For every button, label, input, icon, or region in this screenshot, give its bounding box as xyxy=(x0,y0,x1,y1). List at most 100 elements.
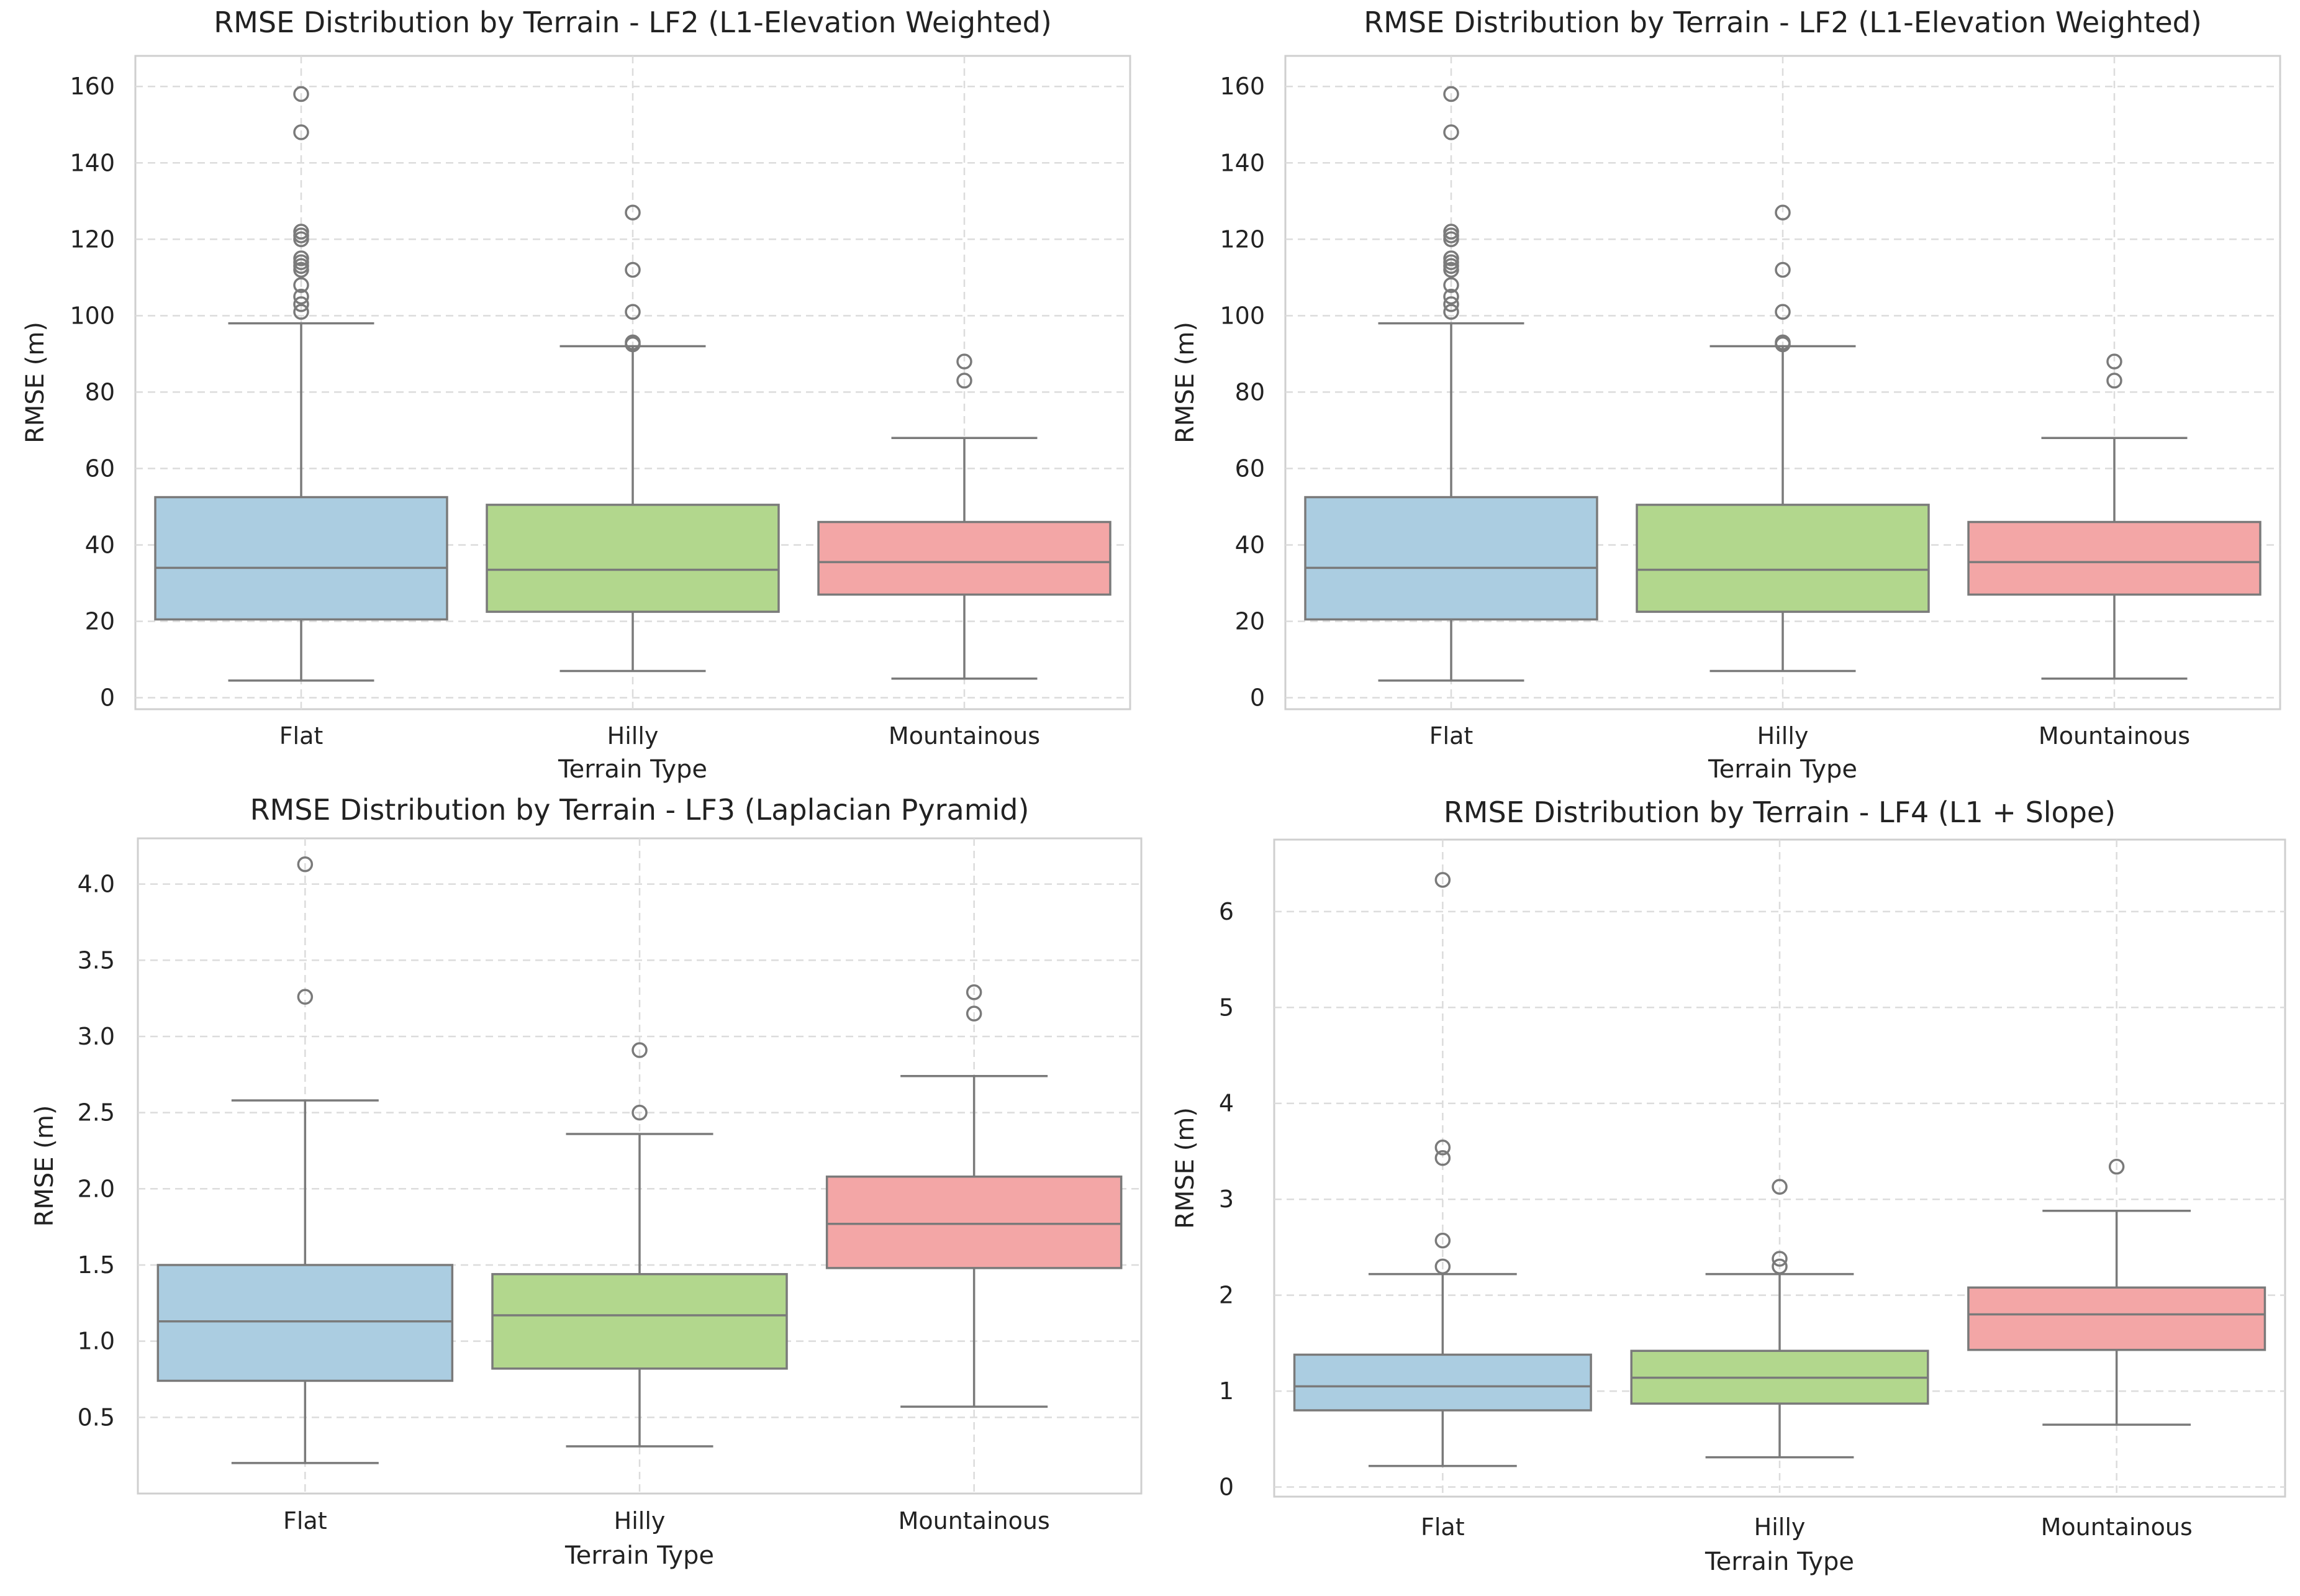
x-tick-label: Flat xyxy=(279,722,324,750)
box-flat xyxy=(156,1264,454,1382)
chart-title: RMSE Distribution by Terrain - LF3 (Lapl… xyxy=(250,793,1030,827)
y-tick-label: 160 xyxy=(1220,73,1265,100)
outlier-point xyxy=(1775,204,1791,220)
y-tick-label: 140 xyxy=(70,149,115,176)
y-axis-label: RMSE (m) xyxy=(1171,1107,1200,1229)
outlier-point xyxy=(632,1104,648,1121)
outlier-point xyxy=(1443,288,1459,305)
outlier-point xyxy=(1443,86,1459,102)
outlier-point xyxy=(293,250,309,266)
outlier-point xyxy=(1775,261,1791,278)
outlier-point xyxy=(1443,250,1459,266)
y-tick-label: 3.5 xyxy=(78,946,115,974)
y-tick-label: 3.0 xyxy=(78,1023,115,1050)
outlier-point xyxy=(293,304,309,320)
outlier-point xyxy=(625,334,641,351)
chart-title: RMSE Distribution by Terrain - LF2 (L1-E… xyxy=(1364,6,2202,39)
y-tick-label: 4.0 xyxy=(78,871,115,898)
outlier-point xyxy=(2106,373,2122,389)
outlier-point xyxy=(1775,304,1791,320)
box-flat xyxy=(154,496,448,621)
outlier-point xyxy=(625,204,641,220)
outlier-point xyxy=(625,261,641,278)
outlier-point xyxy=(2108,1158,2125,1175)
x-axis-label: Terrain Type xyxy=(558,755,707,784)
box-hilly xyxy=(486,504,780,613)
y-tick-label: 6 xyxy=(1219,898,1234,925)
outlier-point xyxy=(293,86,309,102)
y-tick-label: 2.5 xyxy=(78,1099,115,1127)
box-hilly xyxy=(1636,504,1930,613)
y-tick-label: 160 xyxy=(70,73,115,100)
y-tick-label: 100 xyxy=(70,302,115,329)
outlier-point xyxy=(956,373,972,389)
x-tick-label: Flat xyxy=(283,1507,327,1535)
outlier-point xyxy=(293,288,309,305)
outlier-point xyxy=(1443,304,1459,320)
x-tick-label: Mountainous xyxy=(899,1507,1050,1535)
y-tick-label: 120 xyxy=(1220,225,1265,253)
box-mountainous xyxy=(817,520,1112,596)
y-tick-label: 40 xyxy=(85,531,115,558)
outlier-point xyxy=(966,1005,982,1022)
x-tick-label: Mountainous xyxy=(889,722,1040,750)
box-mountainous xyxy=(1967,520,2262,596)
y-tick-label: 2.0 xyxy=(78,1175,115,1202)
y-tick-label: 1.0 xyxy=(78,1328,115,1355)
chart-title: RMSE Distribution by Terrain - LF2 (L1-E… xyxy=(214,6,1052,39)
outlier-point xyxy=(1772,1258,1788,1275)
y-tick-label: 60 xyxy=(85,455,115,482)
outlier-point xyxy=(1434,1150,1451,1166)
y-tick-label: 80 xyxy=(85,378,115,406)
outlier-point xyxy=(966,984,982,1000)
y-tick-label: 40 xyxy=(1235,531,1265,558)
outlier-point xyxy=(632,1042,648,1058)
y-tick-label: 0 xyxy=(100,684,115,712)
box-hilly xyxy=(491,1272,788,1370)
y-axis-label: RMSE (m) xyxy=(21,322,50,443)
y-tick-label: 0.5 xyxy=(78,1403,115,1431)
box-flat xyxy=(1304,496,1598,621)
y-tick-label: 0 xyxy=(1219,1474,1234,1501)
y-tick-label: 140 xyxy=(1220,149,1265,176)
y-tick-label: 20 xyxy=(85,608,115,635)
outlier-point xyxy=(1434,1140,1451,1156)
y-axis-label: RMSE (m) xyxy=(1171,322,1200,443)
x-tick-label: Hilly xyxy=(1757,722,1809,750)
y-tick-label: 2 xyxy=(1219,1282,1234,1309)
box-mountainous xyxy=(1967,1286,2266,1351)
outlier-point xyxy=(293,296,309,312)
outlier-point xyxy=(1434,1258,1451,1275)
chart-title: RMSE Distribution by Terrain - LF4 (L1 +… xyxy=(1444,796,2116,829)
outlier-point xyxy=(1434,872,1451,888)
x-tick-label: Mountainous xyxy=(2041,1513,2193,1541)
x-tick-label: Flat xyxy=(1421,1513,1465,1541)
x-axis-label: Terrain Type xyxy=(564,1541,714,1570)
chart-panel-3: 0.5 1.0 1.5 2.0 2.5 3.0 3.5 4.0 Flat Hilly Mountai… xyxy=(0,793,1150,1596)
outlier-point xyxy=(297,856,314,873)
outlier-point xyxy=(1772,1179,1788,1195)
chart-panel-4: 0 1 2 3 4 5 6 Flat Hilly Mountainous RMSE Distribu… xyxy=(1150,795,2300,1596)
x-tick-label: Mountainous xyxy=(2039,722,2190,750)
outlier-point xyxy=(2106,353,2122,370)
y-tick-label: 120 xyxy=(70,225,115,253)
chart-svg-1: 0 20 40 60 80 100 120 140 160 Flat Hilly Mountainou… xyxy=(21,6,1131,784)
outlier-point xyxy=(1443,277,1459,293)
outlier-point xyxy=(1772,1251,1788,1267)
x-tick-label: Flat xyxy=(1429,722,1474,750)
y-tick-label: 1.5 xyxy=(78,1251,115,1279)
y-tick-label: 100 xyxy=(1220,302,1265,329)
x-axis-label: Terrain Type xyxy=(1708,755,1857,784)
box-mountainous xyxy=(825,1175,1123,1269)
outlier-point xyxy=(293,277,309,293)
outlier-point xyxy=(625,304,641,320)
chart-panel-2: 0 20 40 60 80 100 120 140 160 Flat Hilly Mountainou… xyxy=(1150,0,2300,795)
outlier-point xyxy=(1775,334,1791,351)
y-tick-label: 4 xyxy=(1219,1090,1234,1117)
y-tick-label: 1 xyxy=(1219,1377,1234,1405)
outlier-point xyxy=(293,224,309,240)
x-tick-label: Hilly xyxy=(614,1507,666,1535)
chart-svg-2: 0 20 40 60 80 100 120 140 160 Flat Hilly Mountainou… xyxy=(1171,6,2281,784)
outlier-point xyxy=(956,353,972,370)
outlier-point xyxy=(1443,224,1459,240)
